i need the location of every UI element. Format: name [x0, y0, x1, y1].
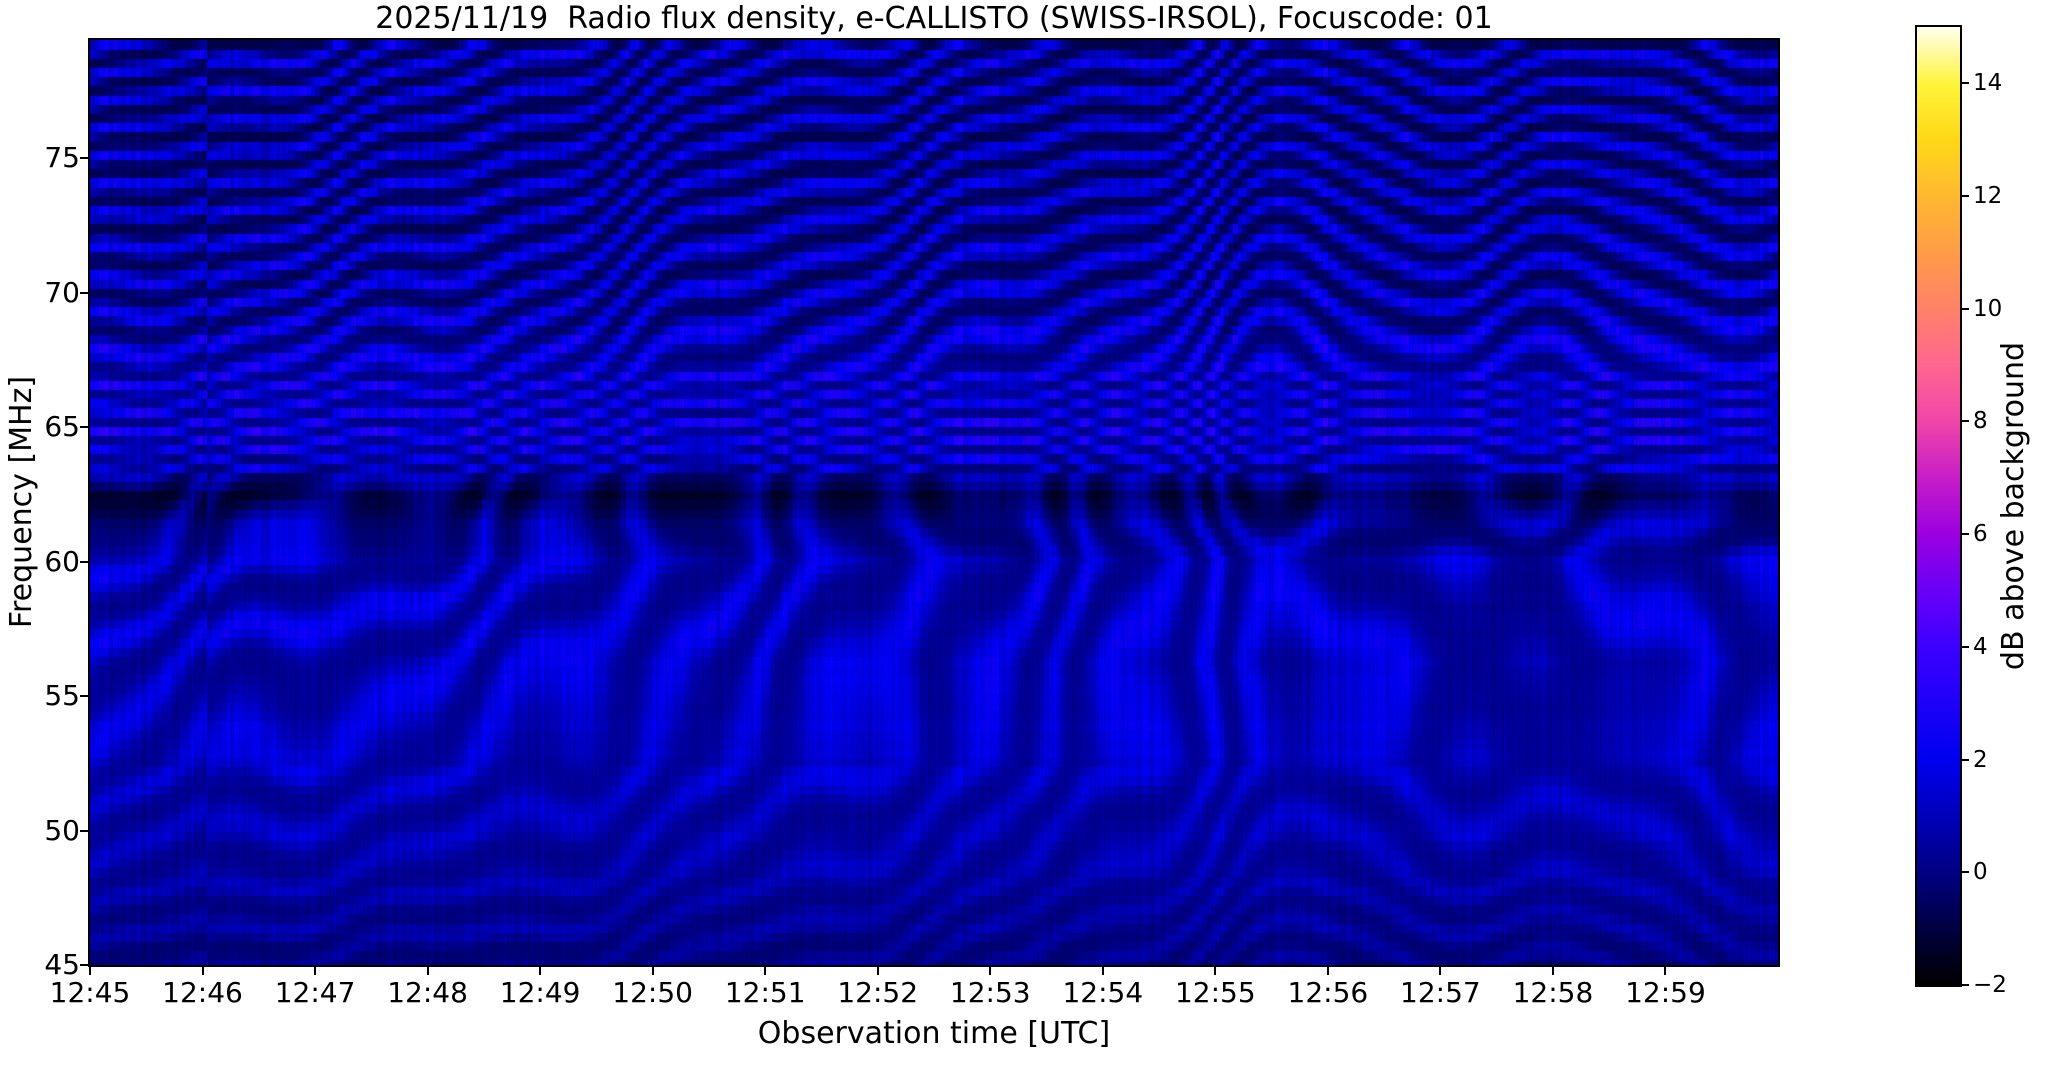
- y-tick-label: 45: [44, 948, 80, 981]
- y-tick-mark: [80, 829, 88, 832]
- colorbar-tick-label: 10: [1973, 295, 2003, 322]
- x-tick-label: 12:59: [1625, 976, 1706, 1009]
- x-tick-label: 12:50: [612, 976, 693, 1009]
- colorbar-gradient: [1917, 27, 1960, 985]
- y-tick-label: 70: [44, 275, 80, 309]
- colorbar-tick-mark: [1962, 307, 1969, 310]
- colorbar-tick-mark: [1962, 984, 1969, 986]
- colorbar-tick-mark: [1962, 645, 1969, 648]
- y-tick-mark: [80, 695, 88, 698]
- x-tick-mark: [1664, 967, 1667, 975]
- colorbar-tick-mark: [1962, 420, 1969, 423]
- x-tick-mark: [201, 967, 204, 975]
- x-tick-mark: [89, 967, 91, 975]
- colorbar-tick-label: −2: [1973, 972, 2007, 998]
- colorbar-tick-mark: [1962, 82, 1969, 85]
- x-axis-label: Observation time [UTC]: [757, 1016, 1111, 1051]
- colorbar-tick-mark: [1962, 533, 1969, 536]
- x-tick-label: 12:51: [724, 976, 806, 1009]
- x-tick-mark: [1214, 967, 1217, 975]
- colorbar-tick-label: 8: [1973, 408, 1988, 435]
- colorbar-tick-label: 0: [1973, 859, 1988, 886]
- x-tick-mark: [764, 967, 767, 975]
- x-tick-mark: [1439, 967, 1442, 975]
- colorbar-tick-label: 12: [1973, 183, 2003, 210]
- x-tick-label: 12:52: [837, 976, 919, 1009]
- y-tick-mark: [80, 157, 88, 160]
- x-tick-label: 12:56: [1287, 976, 1369, 1009]
- x-tick-mark: [651, 967, 654, 975]
- x-tick-mark: [1326, 967, 1329, 975]
- x-tick-label: 12:58: [1512, 976, 1594, 1009]
- colorbar-tick-label: 4: [1973, 633, 1988, 660]
- y-tick-mark: [80, 964, 88, 966]
- x-tick-mark: [989, 967, 992, 975]
- y-tick-mark: [80, 426, 88, 429]
- x-tick-label: 12:49: [499, 976, 581, 1009]
- y-axis-label: Frequency [MHz]: [4, 375, 39, 629]
- y-tick-mark: [80, 560, 88, 563]
- x-tick-mark: [314, 967, 317, 975]
- spectrogram-heatmap: [90, 40, 1778, 965]
- y-tick-label: 65: [44, 410, 80, 444]
- x-tick-label: 12:57: [1400, 976, 1481, 1009]
- colorbar-tick-label: 6: [1973, 521, 1988, 548]
- y-tick-label: 55: [44, 679, 80, 713]
- colorbar-tick-mark: [1962, 871, 1969, 874]
- x-tick-label: 12:46: [162, 976, 243, 1009]
- x-tick-mark: [1551, 967, 1554, 975]
- x-tick-mark: [1101, 967, 1104, 975]
- colorbar-label: dB above background: [1996, 341, 2031, 671]
- x-tick-label: 12:55: [1174, 976, 1256, 1009]
- x-tick-label: 12:48: [387, 976, 468, 1009]
- x-tick-label: 12:54: [1062, 976, 1144, 1009]
- x-tick-mark: [426, 967, 429, 975]
- x-tick-label: 12:45: [49, 976, 131, 1009]
- y-tick-label: 75: [44, 141, 80, 175]
- y-tick-mark: [80, 291, 88, 294]
- colorbar-tick-mark: [1962, 758, 1969, 761]
- colorbar: [1915, 25, 1962, 987]
- x-tick-mark: [539, 967, 542, 975]
- y-tick-label: 60: [44, 544, 80, 578]
- x-tick-label: 12:47: [274, 976, 356, 1009]
- x-tick-label: 12:53: [949, 976, 1031, 1009]
- colorbar-tick-label: 14: [1973, 70, 2003, 97]
- chart-title: 2025/11/19 Radio flux density, e-CALLIST…: [375, 1, 1493, 36]
- x-tick-mark: [876, 967, 879, 975]
- y-tick-label: 50: [44, 813, 80, 847]
- plot-area: [88, 38, 1780, 967]
- colorbar-tick-mark: [1962, 195, 1969, 198]
- colorbar-tick-label: 2: [1973, 746, 1988, 773]
